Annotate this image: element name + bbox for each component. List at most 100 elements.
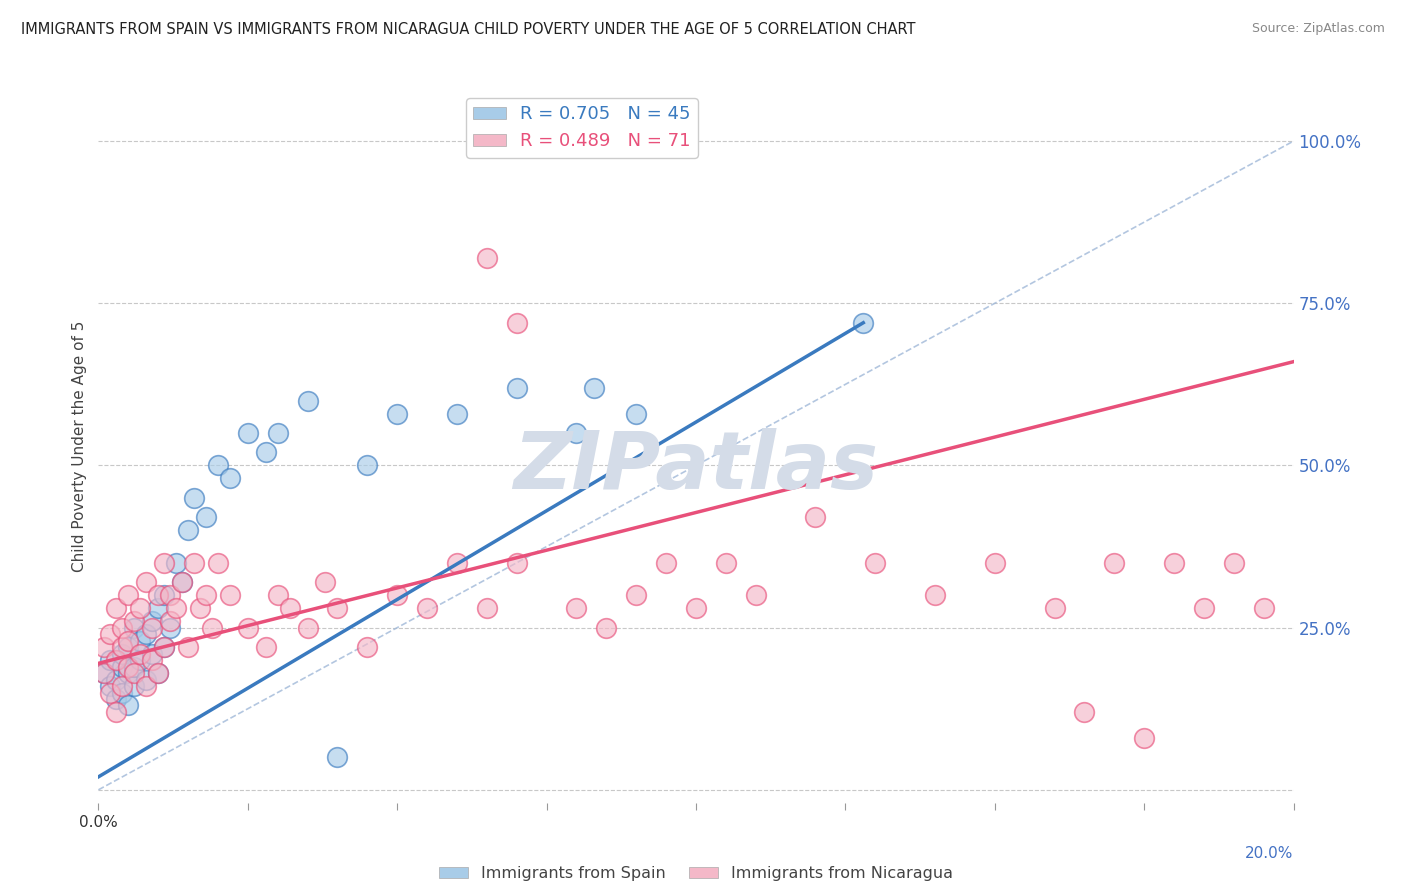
Point	[506, 556, 529, 570]
Point	[1163, 556, 1185, 570]
Point	[236, 425, 259, 440]
Point	[159, 621, 181, 635]
Point	[93, 666, 115, 681]
Y-axis label: Child Poverty Under the Age of 5: Child Poverty Under the Age of 5	[72, 320, 87, 572]
Point	[100, 679, 122, 693]
Point	[195, 510, 218, 524]
Point	[111, 679, 134, 693]
Point	[111, 640, 134, 654]
Point	[583, 381, 606, 395]
Point	[1043, 601, 1066, 615]
Point	[1223, 556, 1246, 570]
Point	[105, 653, 128, 667]
Point	[141, 621, 163, 635]
Text: 20.0%: 20.0%	[1246, 846, 1294, 861]
Point	[188, 601, 211, 615]
Point	[93, 640, 115, 654]
Point	[236, 621, 259, 635]
Point	[183, 556, 205, 570]
Point	[100, 685, 122, 699]
Point	[626, 407, 648, 421]
Point	[165, 601, 187, 615]
Point	[446, 407, 468, 421]
Point	[111, 685, 134, 699]
Point	[135, 627, 157, 641]
Point	[105, 705, 128, 719]
Point	[177, 640, 200, 654]
Point	[219, 471, 242, 485]
Point	[416, 601, 439, 615]
Point	[924, 588, 946, 602]
Point	[148, 601, 170, 615]
Point	[129, 633, 152, 648]
Point	[148, 666, 170, 681]
Point	[159, 588, 181, 602]
Point	[124, 679, 146, 693]
Point	[207, 458, 229, 473]
Point	[254, 445, 277, 459]
Point	[297, 393, 319, 408]
Point	[446, 556, 468, 570]
Point	[124, 659, 146, 673]
Point	[254, 640, 277, 654]
Point	[129, 653, 152, 667]
Point	[105, 601, 128, 615]
Point	[124, 621, 146, 635]
Point	[356, 458, 378, 473]
Point	[219, 588, 242, 602]
Point	[865, 556, 887, 570]
Point	[117, 640, 139, 654]
Point	[565, 425, 588, 440]
Point	[565, 601, 588, 615]
Point	[326, 750, 349, 764]
Point	[177, 524, 200, 538]
Point	[852, 316, 875, 330]
Point	[172, 575, 194, 590]
Point	[124, 666, 146, 681]
Point	[201, 621, 224, 635]
Point	[117, 633, 139, 648]
Point	[100, 653, 122, 667]
Text: Source: ZipAtlas.com: Source: ZipAtlas.com	[1251, 22, 1385, 36]
Point	[356, 640, 378, 654]
Point	[745, 588, 768, 602]
Point	[153, 588, 176, 602]
Point	[595, 621, 617, 635]
Point	[111, 621, 134, 635]
Point	[141, 647, 163, 661]
Point	[326, 601, 349, 615]
Point	[111, 647, 134, 661]
Point	[129, 601, 152, 615]
Point	[315, 575, 337, 590]
Point	[385, 407, 409, 421]
Point	[117, 698, 139, 713]
Point	[117, 659, 139, 673]
Point	[1073, 705, 1095, 719]
Point	[506, 381, 529, 395]
Point	[267, 425, 290, 440]
Point	[714, 556, 737, 570]
Point	[148, 588, 170, 602]
Point	[105, 692, 128, 706]
Point	[153, 640, 176, 654]
Point	[475, 601, 498, 615]
Point	[506, 316, 529, 330]
Point	[183, 491, 205, 505]
Point	[626, 588, 648, 602]
Point	[195, 588, 218, 602]
Point	[135, 679, 157, 693]
Point	[117, 666, 139, 681]
Point	[655, 556, 678, 570]
Text: IMMIGRANTS FROM SPAIN VS IMMIGRANTS FROM NICARAGUA CHILD POVERTY UNDER THE AGE O: IMMIGRANTS FROM SPAIN VS IMMIGRANTS FROM…	[21, 22, 915, 37]
Text: ZIPatlas: ZIPatlas	[513, 428, 879, 507]
Point	[159, 614, 181, 628]
Point	[148, 666, 170, 681]
Point	[135, 575, 157, 590]
Point	[1192, 601, 1215, 615]
Point	[267, 588, 290, 602]
Point	[141, 653, 163, 667]
Point	[165, 556, 187, 570]
Point	[105, 673, 128, 687]
Point	[117, 588, 139, 602]
Point	[385, 588, 409, 602]
